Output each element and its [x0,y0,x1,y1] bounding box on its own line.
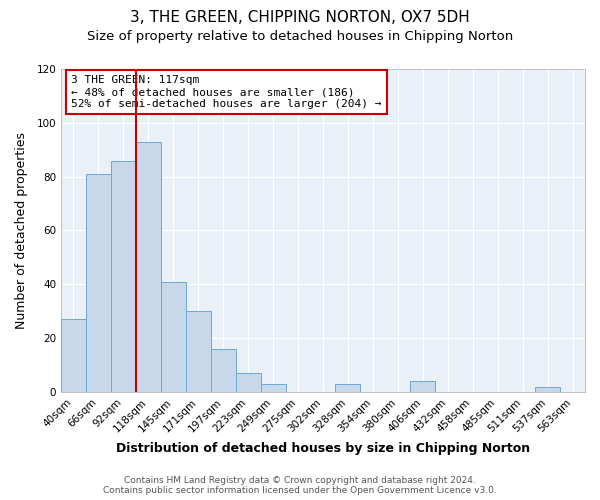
Bar [211,349,236,392]
Bar [111,160,136,392]
Text: 3 THE GREEN: 117sqm
← 48% of detached houses are smaller (186)
52% of semi-detac: 3 THE GREEN: 117sqm ← 48% of detached ho… [71,76,382,108]
Bar [260,384,286,392]
Text: Size of property relative to detached houses in Chipping Norton: Size of property relative to detached ho… [87,30,513,43]
Text: Contains HM Land Registry data © Crown copyright and database right 2024.
Contai: Contains HM Land Registry data © Crown c… [103,476,497,495]
Bar [410,381,435,392]
Bar [535,386,560,392]
Bar [136,142,161,392]
Bar [161,282,186,392]
Text: 3, THE GREEN, CHIPPING NORTON, OX7 5DH: 3, THE GREEN, CHIPPING NORTON, OX7 5DH [130,10,470,25]
Bar [186,311,211,392]
Bar [335,384,361,392]
X-axis label: Distribution of detached houses by size in Chipping Norton: Distribution of detached houses by size … [116,442,530,455]
Bar [236,373,260,392]
Y-axis label: Number of detached properties: Number of detached properties [15,132,28,329]
Bar [61,320,86,392]
Bar [86,174,111,392]
